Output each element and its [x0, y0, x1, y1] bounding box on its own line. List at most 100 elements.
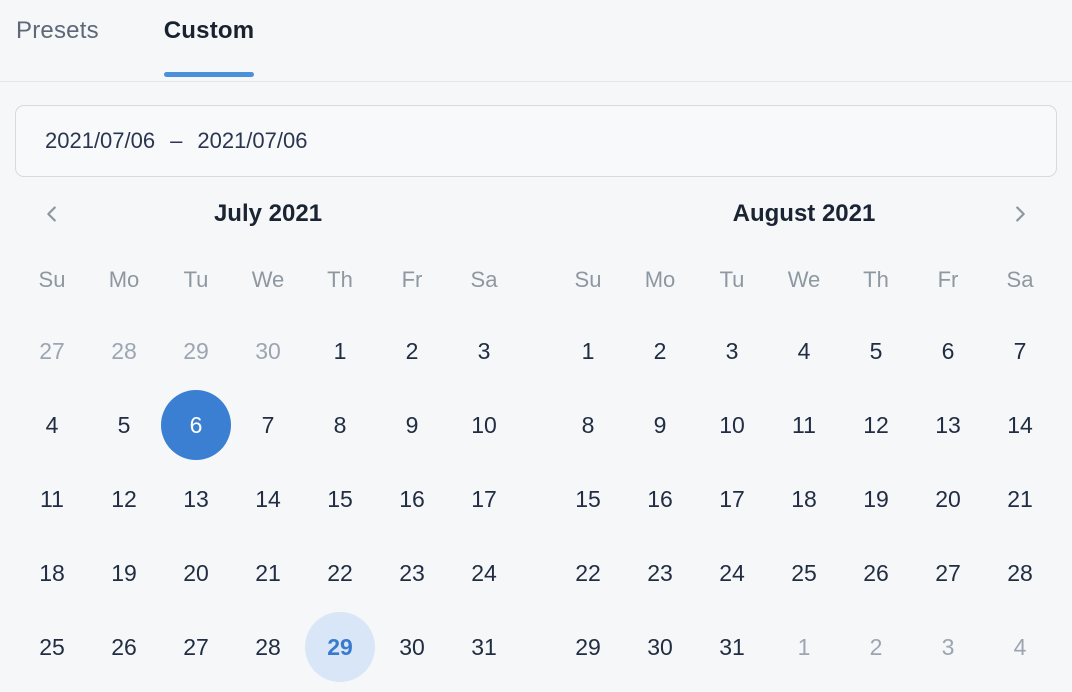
day-cell[interactable]: 29: [304, 610, 376, 684]
day-cell[interactable]: 26: [88, 610, 160, 684]
day-cell[interactable]: 30: [232, 314, 304, 388]
day-cell[interactable]: 19: [88, 536, 160, 610]
weekday-label: We: [787, 267, 821, 292]
day-cell[interactable]: 6: [160, 388, 232, 462]
day-cell[interactable]: 4: [984, 610, 1056, 684]
day-cell[interactable]: 9: [376, 388, 448, 462]
day-label: 3: [941, 633, 955, 660]
day-cell[interactable]: 11: [16, 462, 88, 536]
day-label: 12: [863, 411, 889, 438]
day-cell[interactable]: 3: [912, 610, 984, 684]
day-cell[interactable]: 29: [160, 314, 232, 388]
day-cell[interactable]: 15: [552, 462, 624, 536]
day-cell[interactable]: 14: [232, 462, 304, 536]
day-cell[interactable]: 16: [624, 462, 696, 536]
day-cell[interactable]: 25: [16, 610, 88, 684]
calendar-panel: July 2021 Su Mo Tu We Th Fr Sa 27 28 29 30 1 2 3 4 5 6 7…: [0, 177, 1072, 684]
prev-month-button[interactable]: [16, 182, 88, 246]
day-cell[interactable]: 3: [448, 314, 520, 388]
day-cell[interactable]: 30: [624, 610, 696, 684]
tab-presets[interactable]: Presets: [16, 17, 99, 81]
day-cell[interactable]: 14: [984, 388, 1056, 462]
day-cell[interactable]: 18: [768, 462, 840, 536]
day-cell[interactable]: 8: [552, 388, 624, 462]
day-cell[interactable]: 23: [376, 536, 448, 610]
day-cell[interactable]: 15: [304, 462, 376, 536]
day-cell[interactable]: 5: [840, 314, 912, 388]
selected-day: 6: [161, 390, 231, 460]
day-cell[interactable]: 13: [160, 462, 232, 536]
day-cell[interactable]: 22: [552, 536, 624, 610]
day-cell[interactable]: 1: [768, 610, 840, 684]
day-cell[interactable]: 11: [768, 388, 840, 462]
day-cell[interactable]: 28: [984, 536, 1056, 610]
day-cell[interactable]: 6: [912, 314, 984, 388]
day-cell[interactable]: 24: [448, 536, 520, 610]
day-cell[interactable]: 2: [376, 314, 448, 388]
day-cell[interactable]: 31: [448, 610, 520, 684]
day-cell[interactable]: 12: [840, 388, 912, 462]
day-cell[interactable]: 27: [912, 536, 984, 610]
day-cell[interactable]: 18: [16, 536, 88, 610]
day-label: 13: [183, 485, 209, 512]
day-cell[interactable]: 10: [448, 388, 520, 462]
day-cell[interactable]: 4: [16, 388, 88, 462]
day-cell[interactable]: 20: [160, 536, 232, 610]
next-month-button[interactable]: [984, 182, 1056, 246]
weekday-label: Sa: [1006, 267, 1034, 292]
date-range-input[interactable]: 2021/07/06 – 2021/07/06: [15, 105, 1057, 177]
day-cell[interactable]: 13: [912, 388, 984, 462]
day-label: 25: [791, 559, 817, 586]
day-cell[interactable]: 12: [88, 462, 160, 536]
day-cell[interactable]: 4: [768, 314, 840, 388]
day-cell[interactable]: 22: [304, 536, 376, 610]
day-cell[interactable]: 2: [624, 314, 696, 388]
day-cell[interactable]: 31: [696, 610, 768, 684]
day-cell[interactable]: 29: [552, 610, 624, 684]
day-label: 27: [935, 559, 961, 586]
day-cell[interactable]: 10: [696, 388, 768, 462]
day-cell[interactable]: 27: [16, 314, 88, 388]
day-cell[interactable]: 17: [448, 462, 520, 536]
day-cell[interactable]: 16: [376, 462, 448, 536]
day-cell[interactable]: 17: [696, 462, 768, 536]
day-cell[interactable]: 2: [840, 610, 912, 684]
day-label: 6: [941, 337, 955, 364]
chevron-left-icon: [47, 206, 56, 222]
day-cell[interactable]: 28: [88, 314, 160, 388]
day-cell[interactable]: 20: [912, 462, 984, 536]
day-label: 30: [255, 337, 281, 364]
day-label: 22: [575, 559, 601, 586]
day-label: 1: [797, 633, 811, 660]
day-cell[interactable]: 7: [232, 388, 304, 462]
day-cell[interactable]: 23: [624, 536, 696, 610]
day-cell[interactable]: 27: [160, 610, 232, 684]
weekday-label: Mo: [644, 267, 676, 292]
day-label: 7: [261, 411, 275, 438]
day-cell[interactable]: 26: [840, 536, 912, 610]
day-cell[interactable]: 1: [304, 314, 376, 388]
day-cell[interactable]: 21: [232, 536, 304, 610]
tab-custom[interactable]: Custom: [163, 17, 255, 81]
day-label: 28: [255, 633, 281, 660]
day-cell[interactable]: 25: [768, 536, 840, 610]
day-cell[interactable]: 1: [552, 314, 624, 388]
day-cell[interactable]: 9: [624, 388, 696, 462]
day-cell[interactable]: 28: [232, 610, 304, 684]
day-cell[interactable]: 19: [840, 462, 912, 536]
day-cell[interactable]: 24: [696, 536, 768, 610]
date-range-separator: –: [170, 128, 183, 153]
day-cell[interactable]: 8: [304, 388, 376, 462]
weekday-label: Tu: [719, 267, 745, 292]
day-cell[interactable]: 21: [984, 462, 1056, 536]
day-label: 16: [647, 485, 673, 512]
day-cell[interactable]: 7: [984, 314, 1056, 388]
day-cell[interactable]: 5: [88, 388, 160, 462]
weekday-label: Tu: [183, 267, 209, 292]
day-cell[interactable]: 3: [696, 314, 768, 388]
day-label: 19: [111, 559, 137, 586]
weekday-label: Sa: [470, 267, 498, 292]
day-label: 9: [405, 411, 419, 438]
active-tab-indicator: [163, 72, 255, 77]
day-cell[interactable]: 30: [376, 610, 448, 684]
